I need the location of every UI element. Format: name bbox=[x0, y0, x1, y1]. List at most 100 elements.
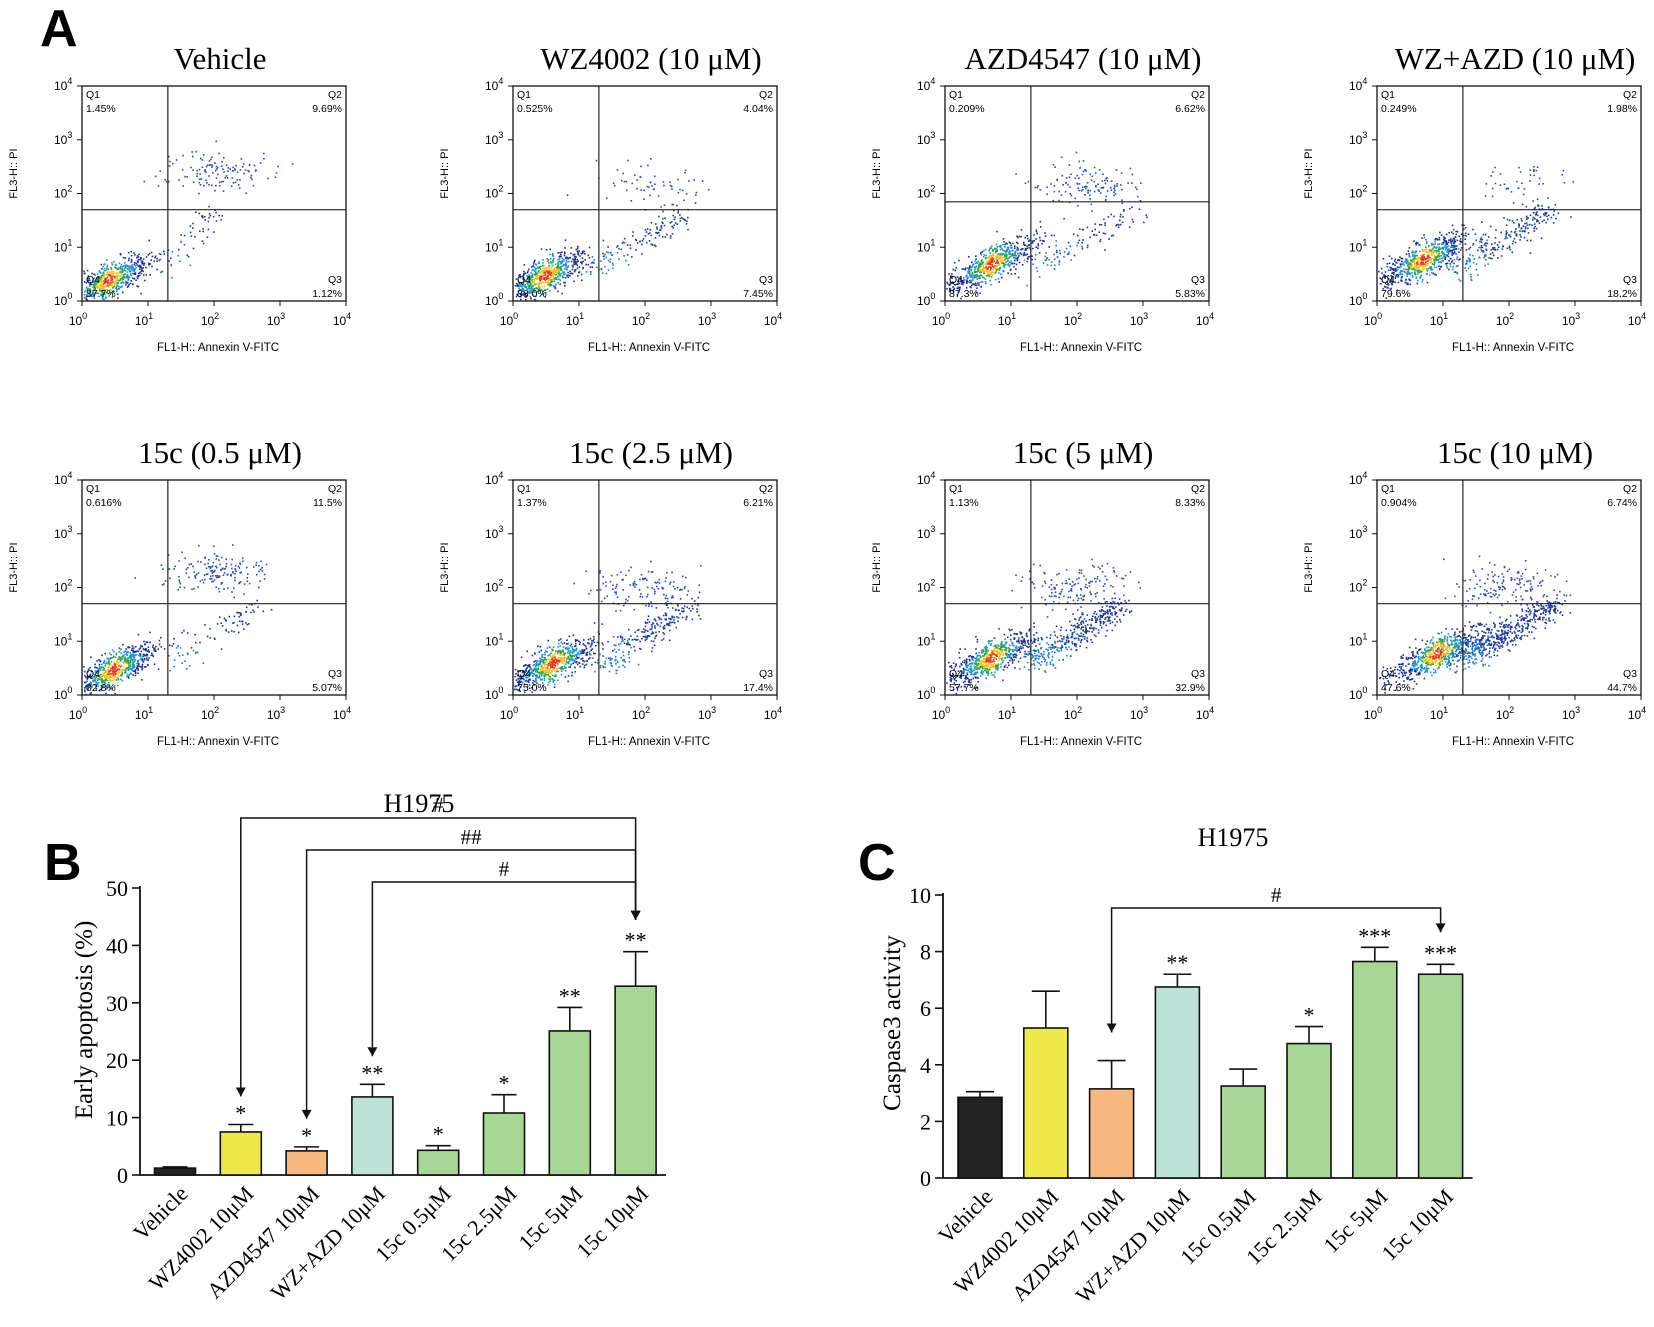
event-dot bbox=[521, 286, 523, 288]
event-dot bbox=[568, 647, 571, 649]
x-tick-exponent: 0 bbox=[82, 311, 87, 321]
event-dot bbox=[987, 263, 989, 265]
event-dot bbox=[956, 276, 959, 278]
event-dot bbox=[118, 657, 121, 659]
event-dot bbox=[658, 234, 661, 237]
event-dot bbox=[515, 673, 517, 675]
event-dot bbox=[119, 275, 121, 277]
event-dot bbox=[103, 272, 105, 275]
event-dot bbox=[986, 269, 988, 271]
event-dot bbox=[534, 270, 537, 273]
event-dot bbox=[1450, 249, 1452, 252]
event-dot bbox=[181, 662, 184, 664]
event-dot bbox=[1425, 263, 1427, 265]
event-dot bbox=[590, 644, 593, 646]
event-dot bbox=[212, 215, 215, 218]
y-tick-exponent: 1 bbox=[498, 237, 503, 247]
event-dot bbox=[1123, 210, 1125, 212]
event-dot bbox=[583, 250, 585, 253]
event-dot bbox=[966, 277, 969, 280]
event-dot bbox=[96, 281, 98, 284]
event-dot bbox=[528, 292, 531, 294]
event-dot bbox=[141, 655, 144, 658]
event-dot bbox=[1417, 273, 1419, 275]
event-dot bbox=[1456, 258, 1458, 260]
event-dot bbox=[1015, 257, 1018, 260]
event-dot bbox=[522, 675, 524, 678]
event-dot bbox=[234, 569, 237, 571]
event-dot bbox=[133, 278, 136, 280]
event-dot bbox=[572, 654, 574, 657]
event-dot bbox=[612, 264, 615, 266]
event-dot bbox=[1412, 257, 1415, 260]
event-dot bbox=[1526, 239, 1529, 242]
event-dot bbox=[132, 269, 135, 271]
flow-plot-title: AZD4547 (10 μM) bbox=[964, 41, 1201, 76]
event-dot bbox=[550, 281, 552, 283]
event-dot bbox=[591, 266, 594, 268]
event-dot bbox=[114, 276, 116, 279]
event-dot bbox=[1384, 286, 1387, 288]
panel-letter-a: A bbox=[40, 0, 78, 58]
event-dot bbox=[94, 666, 96, 669]
event-dot bbox=[143, 262, 146, 265]
event-dot bbox=[569, 272, 571, 275]
event-dot bbox=[1442, 248, 1444, 250]
event-dot bbox=[562, 263, 565, 266]
event-dot bbox=[142, 661, 145, 663]
event-dot bbox=[201, 215, 204, 217]
event-dot bbox=[136, 285, 138, 287]
y-tick-exponent: 1 bbox=[1362, 237, 1367, 247]
x-tick-label: 102 bbox=[1496, 311, 1514, 328]
event-dot bbox=[1542, 182, 1544, 185]
event-dot bbox=[531, 687, 533, 689]
event-dot bbox=[196, 169, 198, 172]
event-dot bbox=[87, 683, 90, 686]
event-dot bbox=[982, 269, 984, 272]
event-dot bbox=[1419, 250, 1421, 253]
event-dot bbox=[1389, 288, 1392, 290]
event-dot bbox=[636, 187, 638, 190]
event-dot bbox=[552, 254, 554, 257]
event-dot bbox=[1026, 237, 1029, 240]
event-dot bbox=[641, 240, 644, 242]
event-dot bbox=[1425, 248, 1428, 250]
event-dot bbox=[532, 285, 535, 287]
event-dot bbox=[537, 665, 540, 667]
event-dot bbox=[106, 675, 108, 677]
event-dot bbox=[1001, 261, 1003, 263]
event-dot bbox=[1451, 254, 1453, 256]
event-dot bbox=[967, 272, 969, 274]
event-dot bbox=[1064, 190, 1067, 193]
event-dot bbox=[580, 252, 582, 255]
event-dot bbox=[954, 269, 956, 272]
event-dot bbox=[1428, 267, 1431, 269]
event-dot bbox=[526, 685, 529, 687]
event-dot bbox=[246, 577, 249, 579]
event-dot bbox=[530, 671, 533, 673]
event-dot bbox=[551, 261, 554, 264]
event-dot bbox=[546, 277, 548, 279]
event-dot bbox=[198, 192, 200, 195]
event-dot bbox=[992, 256, 995, 259]
event-dot bbox=[1401, 257, 1404, 260]
event-dot bbox=[124, 264, 127, 266]
event-dot bbox=[215, 566, 218, 569]
event-dot bbox=[990, 259, 993, 262]
event-dot bbox=[634, 174, 636, 177]
event-dot bbox=[1007, 263, 1010, 265]
event-dot bbox=[1477, 274, 1479, 276]
event-dot bbox=[111, 296, 114, 299]
event-dot bbox=[652, 188, 655, 191]
event-dot bbox=[1531, 224, 1533, 226]
event-dot bbox=[1039, 189, 1042, 191]
event-dot bbox=[557, 650, 560, 652]
event-dot bbox=[545, 670, 548, 672]
event-dot bbox=[1104, 249, 1106, 251]
event-dot bbox=[1461, 247, 1463, 249]
event-dot bbox=[86, 287, 88, 290]
event-dot bbox=[974, 270, 976, 273]
event-dot bbox=[567, 265, 570, 267]
event-dot bbox=[528, 664, 531, 666]
event-dot bbox=[121, 669, 123, 672]
